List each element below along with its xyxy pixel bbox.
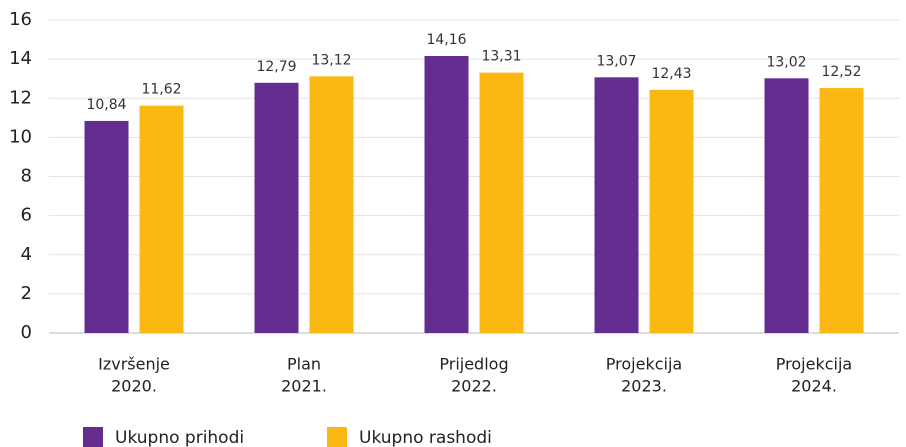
- legend-label: Ukupno prihodi: [115, 428, 244, 447]
- bar: [254, 82, 299, 333]
- x-tick-label: 2021.: [281, 377, 327, 396]
- legend-swatch: [83, 427, 103, 447]
- bar: [309, 76, 354, 333]
- x-tick-label: 2020.: [111, 377, 157, 396]
- y-tick-label: 10: [9, 126, 32, 147]
- x-tick-label: 2024.: [791, 377, 837, 396]
- x-tick-label: 2023.: [621, 377, 667, 396]
- value-label: 12,79: [256, 59, 296, 75]
- value-label: 12,52: [821, 64, 861, 80]
- legend-swatch: [327, 427, 347, 447]
- bar: [139, 105, 184, 333]
- value-label: 13,02: [766, 54, 806, 70]
- y-tick-label: 12: [9, 87, 32, 108]
- value-label: 13,31: [481, 49, 521, 65]
- x-tick-label: Plan: [287, 355, 321, 374]
- x-tick-label: Projekcija: [606, 355, 682, 374]
- y-tick-label: 2: [21, 283, 32, 304]
- bar: [764, 78, 809, 333]
- bar: [424, 55, 469, 334]
- y-tick-label: 6: [21, 205, 32, 226]
- y-tick-label: 16: [9, 9, 32, 30]
- x-tick-label: Projekcija: [776, 355, 852, 374]
- value-label: 14,16: [426, 32, 466, 48]
- value-label: 12,43: [651, 66, 691, 82]
- bar: [594, 77, 639, 334]
- value-label: 11,62: [141, 82, 181, 98]
- y-tick-label: 8: [21, 166, 32, 187]
- x-tick-label: 2022.: [451, 377, 497, 396]
- bar: [819, 88, 864, 333]
- y-tick-label: 0: [21, 322, 32, 343]
- bar: [84, 120, 129, 333]
- y-tick-label: 14: [9, 48, 32, 69]
- value-label: 13,07: [596, 53, 636, 69]
- x-tick-label: Prijedlog: [439, 355, 508, 374]
- bar: [649, 89, 694, 333]
- x-tick-label: Izvršenje: [98, 355, 170, 374]
- value-label: 13,12: [311, 52, 351, 68]
- bar: [479, 72, 524, 334]
- y-tick-label: 4: [21, 244, 32, 265]
- value-label: 10,84: [86, 97, 126, 113]
- legend-label: Ukupno rashodi: [359, 428, 492, 447]
